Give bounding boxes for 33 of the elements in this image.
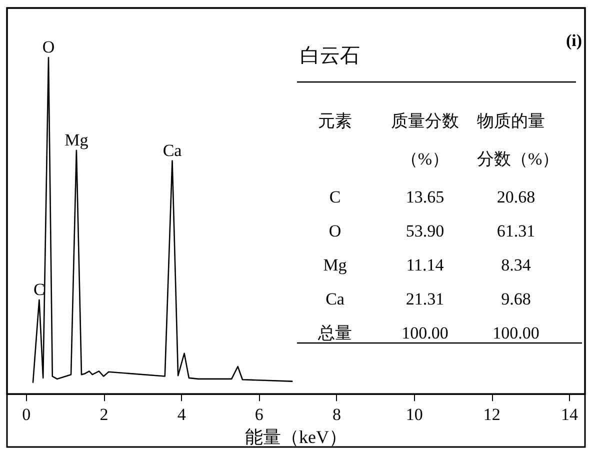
annotation: 61.31 [496, 222, 536, 240]
x-axis-title: 能量（keV） [245, 427, 347, 447]
x-tick-label: 2 [100, 405, 108, 424]
annotation: Mg [323, 256, 348, 274]
annotation: O [328, 222, 342, 240]
x-tick-label: 0 [22, 405, 31, 424]
annotation: 11.14 [406, 256, 444, 274]
x-tick-label: 12 [483, 405, 500, 424]
annotation: 21.31 [406, 290, 444, 308]
x-tick-label: 4 [177, 405, 186, 424]
annotation: 物质的量分数（%） [477, 112, 560, 168]
annotation: C [34, 280, 45, 299]
annotation: 13.65 [406, 188, 444, 206]
x-tick-label: 14 [560, 405, 578, 424]
annotation: 元素 [318, 112, 352, 130]
x-tick-label: 6 [254, 405, 264, 424]
annotation: C [329, 188, 341, 206]
x-tick-label: 8 [332, 405, 341, 424]
annotation: 总量 [317, 324, 352, 342]
annotation: 100.00 [402, 324, 448, 342]
annotation: 100.00 [492, 324, 540, 342]
annotation: O [42, 37, 55, 56]
annotation: Ca [162, 140, 182, 160]
annotation: 20.68 [496, 188, 536, 206]
annotation: Ca [326, 290, 345, 308]
chart-title: 白云石 [300, 45, 360, 67]
annotation: Mg [64, 130, 89, 150]
text: (i) [566, 31, 582, 50]
annotation: 质量分数（%） [391, 112, 459, 168]
annotation: 8.34 [501, 256, 532, 274]
x-tick-label: 10 [406, 405, 423, 424]
annotation: 9.68 [501, 290, 531, 308]
annotation: 53.90 [406, 222, 444, 240]
